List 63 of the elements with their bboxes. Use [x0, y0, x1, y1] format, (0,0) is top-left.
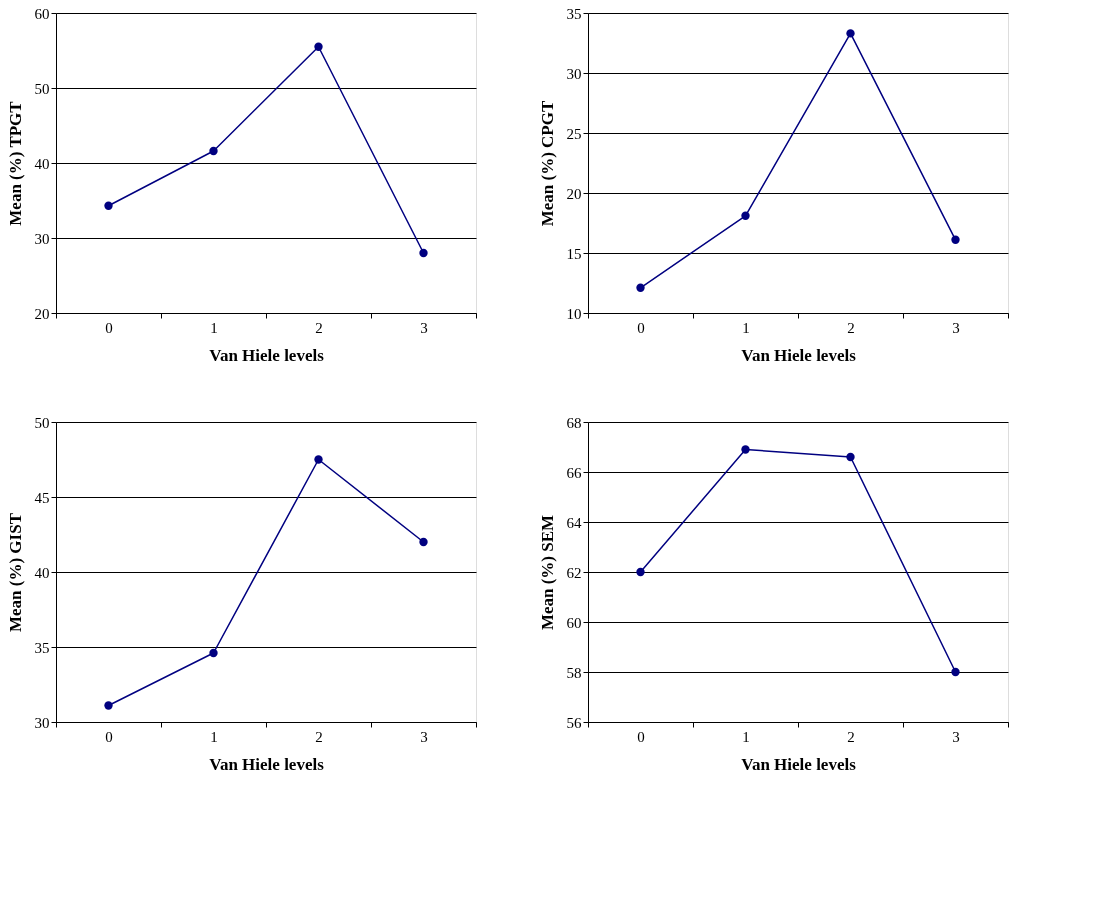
x-axis-title: Van Hiele levels — [741, 754, 857, 774]
x-tick-label: 0 — [637, 319, 645, 336]
point — [419, 248, 428, 258]
x-tick-label: 2 — [847, 319, 855, 336]
y-tick-label: 30 — [566, 65, 582, 82]
x-tick-label: 0 — [105, 728, 113, 745]
y-tick-label: 64 — [566, 514, 582, 531]
y-tick-label: 20 — [34, 305, 50, 322]
y-axis-title: Mean (%) CPGT — [537, 100, 557, 227]
x-tick-label: 0 — [105, 319, 113, 336]
y-tick-label: 40 — [34, 564, 50, 581]
point — [636, 283, 645, 292]
y-tick-label: 50 — [34, 414, 50, 431]
x-axis-title: Van Hiele levels — [209, 754, 325, 774]
y-tick-label: 60 — [34, 5, 50, 22]
point — [636, 567, 645, 577]
x-tick-label: 3 — [420, 319, 428, 336]
x-tick-label: 2 — [847, 728, 855, 745]
x-tick-label: 1 — [742, 319, 750, 336]
y-tick-label: 58 — [566, 664, 582, 681]
y-tick-label: 62 — [566, 564, 582, 581]
y-axis-title: Mean (%) SEM — [537, 514, 557, 631]
y-tick-label: 40 — [34, 155, 50, 172]
point — [741, 445, 750, 454]
y-tick-label: 10 — [566, 305, 582, 322]
x-tick-label: 2 — [315, 319, 323, 336]
x-axis-title: Van Hiele levels — [209, 345, 325, 365]
point — [209, 146, 218, 156]
point — [846, 452, 855, 462]
y-tick-label: 68 — [566, 414, 582, 431]
y-tick-label: 35 — [34, 639, 50, 656]
y-tick-label: 15 — [566, 245, 582, 262]
x-tick-label: 1 — [742, 728, 750, 745]
y-axis-title: Mean (%) TPGT — [5, 100, 25, 226]
point — [419, 537, 428, 547]
point — [951, 667, 960, 677]
y-axis-title: Mean (%) GIST — [5, 512, 25, 632]
y-tick-label: 66 — [566, 464, 582, 481]
x-tick-label: 3 — [420, 728, 428, 745]
y-tick-label: 20 — [566, 185, 582, 202]
y-tick-label: 30 — [34, 230, 50, 247]
point — [104, 701, 113, 710]
x-tick-label: 3 — [952, 728, 960, 745]
point — [846, 29, 855, 38]
y-tick-label: 56 — [566, 714, 582, 731]
point — [951, 235, 960, 244]
point — [314, 455, 323, 464]
x-axis-title: Van Hiele levels — [741, 345, 857, 365]
y-tick-label: 30 — [34, 714, 50, 731]
x-tick-label: 3 — [952, 319, 960, 336]
point — [314, 42, 323, 51]
y-tick-label: 60 — [566, 614, 582, 631]
y-tick-label: 45 — [34, 489, 50, 506]
x-tick-label: 2 — [315, 728, 323, 745]
x-tick-label: 1 — [210, 728, 218, 745]
point — [104, 201, 113, 210]
y-tick-label: 25 — [566, 125, 582, 142]
x-tick-label: 0 — [637, 728, 645, 745]
point — [741, 211, 750, 220]
point — [209, 648, 218, 658]
y-tick-label: 35 — [566, 5, 582, 22]
y-tick-label: 50 — [34, 80, 50, 97]
x-tick-label: 1 — [210, 319, 218, 336]
